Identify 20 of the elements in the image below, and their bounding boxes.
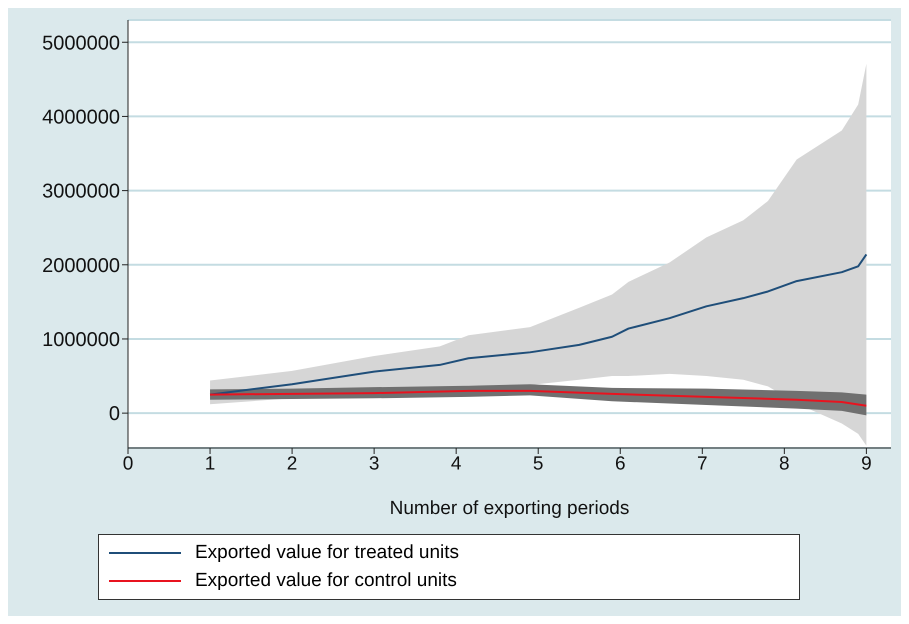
legend-label: Exported value for treated units: [195, 542, 460, 564]
x-tick-label: 3: [368, 453, 380, 474]
x-tick-label: 8: [779, 453, 790, 474]
y-tick-label: 3000000: [42, 180, 120, 203]
x-tick-label: 1: [204, 453, 216, 474]
x-tick-label: 7: [697, 453, 708, 474]
x-tick-label: 6: [614, 453, 626, 474]
x-axis-title: Number of exporting periods: [390, 498, 630, 519]
y-tick-label: 5000000: [42, 32, 120, 54]
line-series: [209, 390, 868, 407]
x-tick-label: 5: [532, 453, 544, 474]
y-tick-label: 4000000: [42, 106, 120, 129]
y-tick-label: 0: [108, 403, 120, 426]
x-tick-label: 2: [286, 453, 298, 474]
y-tick-label: 1000000: [42, 329, 120, 352]
x-tick-label: 4: [450, 453, 462, 474]
x-tick-label: 0: [122, 453, 134, 474]
x-tick-label: 9: [861, 453, 872, 474]
y-tick-label: 2000000: [42, 254, 120, 277]
legend-label: Exported value for control units: [195, 570, 457, 592]
